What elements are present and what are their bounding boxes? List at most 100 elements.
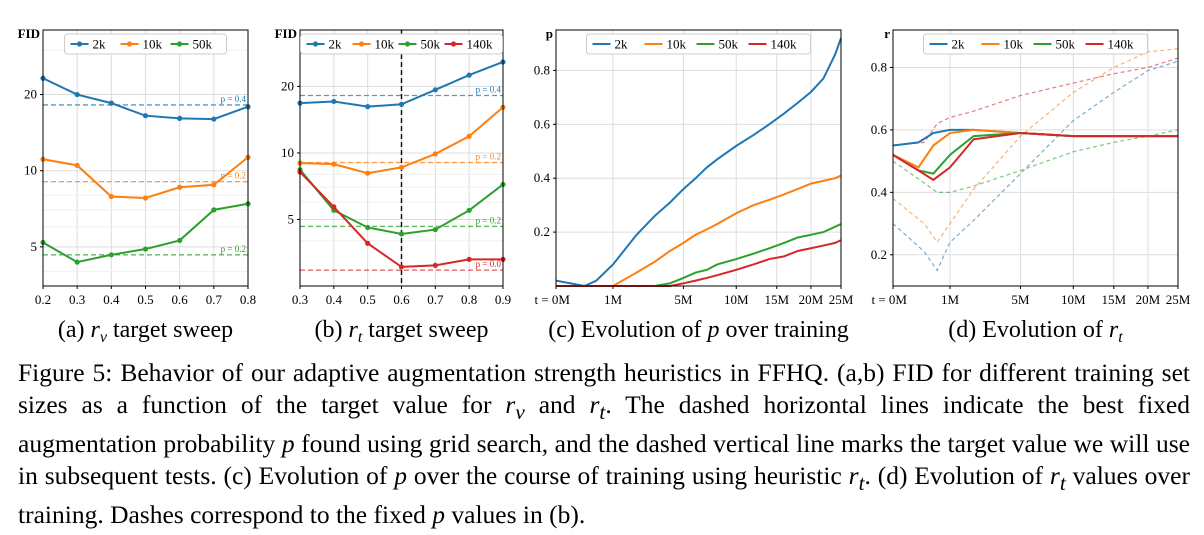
legend-label-2k: 2k — [93, 37, 107, 52]
legend-label-10k: 10k — [375, 37, 395, 52]
reference-label-50k: p = 0.2 — [476, 215, 501, 225]
caption-seg7: values over training. Dashes correspond … — [18, 460, 1190, 530]
dashed-series-2k — [892, 60, 1179, 272]
reference-label-140k: p = 0.0 — [476, 259, 502, 269]
x-tick-label: 0.4 — [326, 292, 343, 307]
x-tick-label: 5M — [1011, 292, 1030, 307]
series-line-2k — [555, 37, 842, 288]
x-tick-label: 25M — [1166, 292, 1191, 307]
caption-seg3: . The dashed horizontal lines indicate t… — [18, 389, 1190, 459]
data-point-2k — [398, 101, 405, 107]
data-point-50k — [142, 246, 149, 252]
x-tick-label: 1M — [941, 292, 960, 307]
x-tick-label: 0.5 — [137, 292, 153, 307]
legend-marker-10k — [126, 41, 133, 47]
reference-label-10k: p = 0.2 — [476, 152, 501, 162]
series-line-50k — [892, 132, 1178, 175]
dashed-series-50k — [892, 129, 1179, 193]
y-axis-label: r — [884, 26, 890, 41]
caption-var-rt2: rt — [848, 460, 865, 495]
y-axis-label: FID — [275, 26, 297, 41]
caption-var-p: p — [281, 429, 295, 459]
data-point-10k — [211, 182, 217, 188]
legend-marker-2k — [76, 41, 83, 47]
caption-var-p2: p — [394, 460, 407, 490]
dashed-series-140k — [892, 57, 1179, 147]
x-tick-label: 0.3 — [292, 292, 308, 307]
legend-label-10k: 10k — [1004, 37, 1024, 52]
data-point-50k — [211, 207, 217, 213]
data-point-2k — [365, 104, 371, 110]
data-point-50k — [398, 231, 405, 237]
series-line-10k — [556, 174, 842, 287]
data-point-10k — [108, 193, 114, 200]
caption-var-p3: p — [432, 500, 446, 530]
plot-frame — [555, 29, 842, 287]
x-tick-label: 15M — [764, 292, 789, 307]
caption-seg4: found using grid search, and the dashed … — [18, 429, 1190, 490]
legend-label-2k: 2k — [329, 37, 343, 52]
caption-seg1: Behavior of our adaptive augmentation st… — [18, 358, 1190, 419]
x-tick-label: 10M — [724, 292, 749, 307]
legend-marker-50k — [176, 41, 183, 47]
legend-label-50k: 50k — [719, 37, 739, 52]
y-tick-label: 0.2 — [534, 224, 550, 239]
x-tick-label: 0.7 — [427, 292, 444, 307]
x-tick-label: 0.5 — [360, 292, 376, 307]
data-point-2k — [211, 116, 217, 122]
series-line-140k — [892, 132, 1178, 182]
x-tick-label: 0.2 — [35, 292, 51, 307]
caption-seg6: . (d) Evolution of — [864, 460, 1050, 490]
legend-label-140k: 140k — [771, 37, 798, 52]
subcaption-c: (c) Evolution of p over training — [548, 317, 849, 343]
dashed-series-10k — [892, 48, 1179, 244]
subcaption-a: (a) rv target sweep — [58, 317, 233, 346]
data-point-2k — [466, 72, 472, 78]
x-tick-label: 20M — [1136, 292, 1161, 307]
legend-label-2k: 2k — [615, 37, 629, 52]
x-tick-label: 25M — [829, 292, 854, 307]
legend-marker-50k — [404, 41, 411, 47]
data-point-50k — [74, 259, 80, 265]
y-tick-label: 0.4 — [871, 184, 888, 199]
y-tick-label: 10 — [24, 163, 37, 178]
data-point-50k — [365, 224, 371, 231]
data-point-50k — [466, 207, 472, 213]
y-tick-label: 0.6 — [534, 116, 551, 131]
x-tick-label: 5M — [674, 292, 693, 307]
x-tick-label: t = 0M — [871, 292, 907, 307]
legend-marker-10k — [358, 41, 365, 47]
x-tick-label: 0.6 — [393, 292, 410, 307]
x-tick-label: 0.4 — [103, 292, 120, 307]
data-point-50k — [432, 226, 438, 233]
legend-label-50k: 50k — [421, 37, 441, 52]
caption-label: Figure 5: — [18, 358, 113, 387]
subcaption-d: (d) Evolution of rt — [948, 317, 1123, 346]
x-tick-label: t = 0M — [534, 292, 570, 307]
data-point-140k — [398, 264, 405, 270]
data-point-2k — [74, 91, 80, 98]
data-point-50k — [108, 252, 114, 258]
legend-box — [64, 33, 227, 55]
chart-a: p = 0.4 p = 0.2 p = 0.2 0.2 0.3 0.4 0.5 0.6 0.7 0… — [18, 26, 257, 346]
y-tick-label: 5 — [31, 239, 38, 254]
legend-marker-140k — [450, 41, 457, 47]
data-point-140k — [331, 204, 337, 210]
x-tick-label: 0.9 — [495, 292, 511, 307]
y-tick-label: 0.8 — [871, 59, 887, 74]
x-tick-label: 1M — [604, 292, 623, 307]
subcaption-b: (b) rt target sweep — [315, 317, 489, 346]
data-point-10k — [331, 161, 337, 167]
x-tick-label: 0.3 — [69, 292, 85, 307]
data-point-10k — [432, 151, 438, 157]
y-tick-label: 0.2 — [871, 247, 887, 262]
figure-charts: p = 0.4 p = 0.2 p = 0.2 0.2 0.3 0.4 0.5 0.6 0.7 0… — [18, 26, 1191, 346]
data-point-10k — [398, 164, 405, 171]
x-tick-label: 15M — [1101, 292, 1126, 307]
y-tick-label: 5 — [288, 211, 295, 226]
x-tick-label: 0.8 — [240, 292, 256, 307]
y-axis-label: FID — [18, 26, 40, 41]
chart-d: t = 0M 1M 5M 10M 15M 20M 25M 0.2 0.4 0.6 0.8 r 2k 10k… — [871, 26, 1191, 346]
data-point-140k — [466, 256, 472, 262]
reference-label-50k: p = 0.2 — [221, 244, 246, 254]
